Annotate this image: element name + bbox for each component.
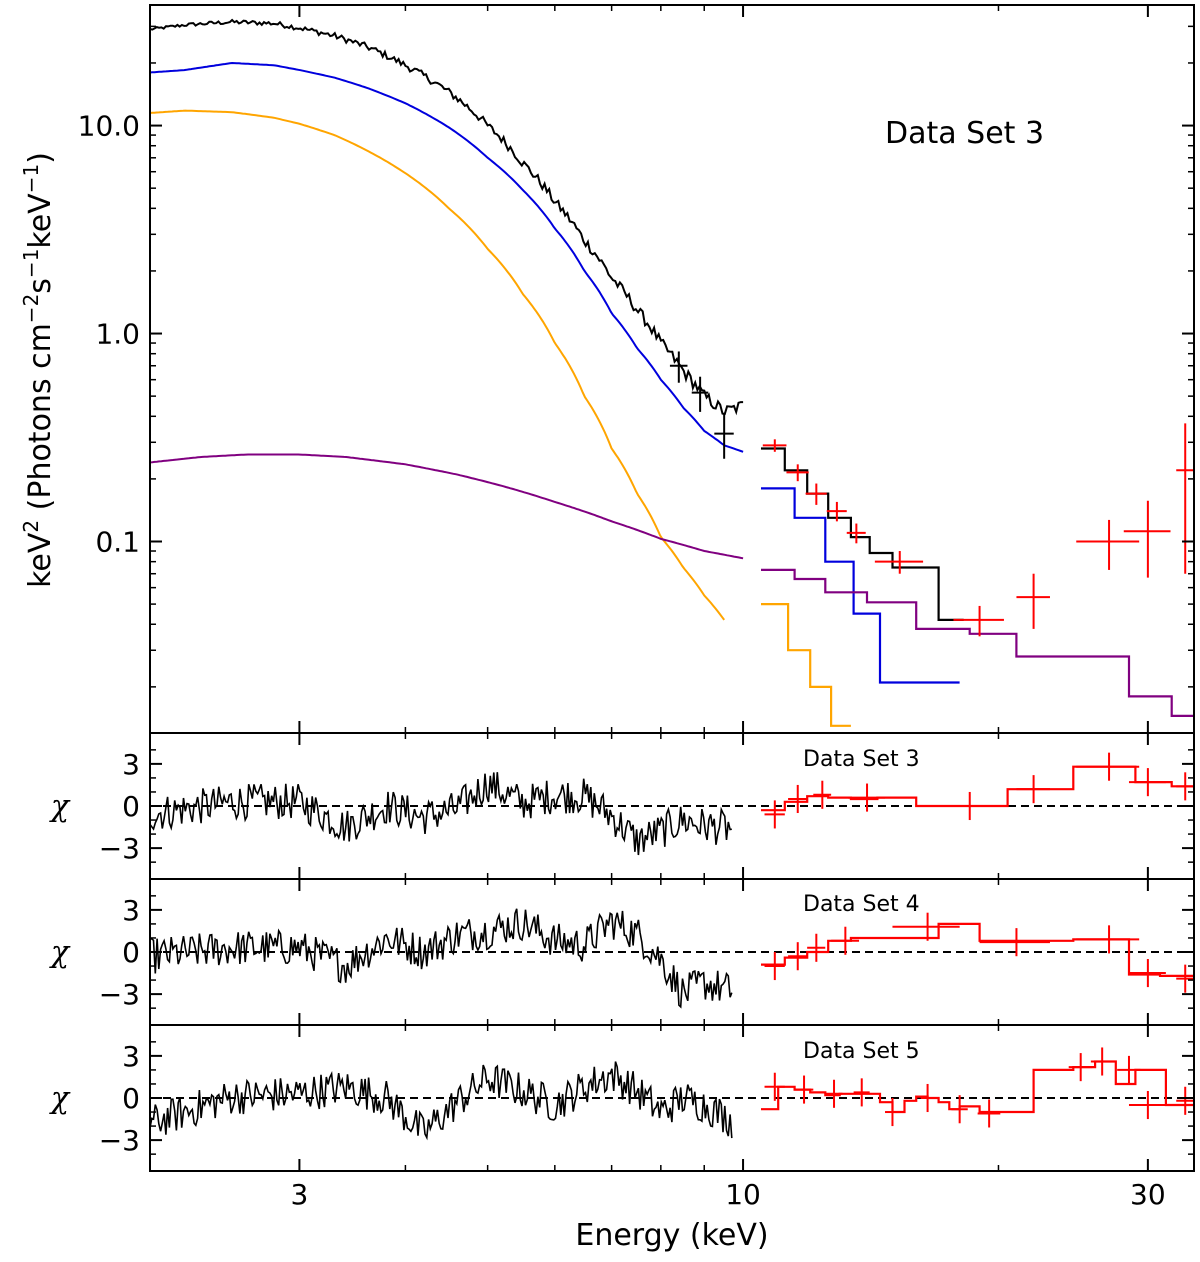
y-axis-title-spectrum: keV2 (Photons cm−2s−1keV−1) (19, 152, 58, 588)
ytick-label-3-0: −3 (99, 1124, 140, 1157)
xtick-label-0: 3 (290, 1178, 308, 1211)
y-axis-title-chi-4: χ (49, 935, 71, 970)
spectrum-series-5 (761, 603, 851, 727)
spectrum-series-1 (761, 447, 964, 621)
ytick-label-2-0: −3 (99, 978, 140, 1011)
black-residuals (150, 1061, 733, 1141)
ytick-label-0-2: 10.0 (78, 110, 140, 143)
spectrum-series-7 (761, 568, 1194, 717)
xtick-label-2: 30 (1130, 1178, 1166, 1211)
black-residuals (150, 908, 733, 1009)
spectrum-series-3 (761, 487, 960, 684)
red-residual-steps (761, 765, 1194, 812)
xtick-label-1: 10 (725, 1178, 761, 1211)
ytick-label-1-1: 0 (122, 790, 140, 823)
ytick-label-0-1: 1.0 (95, 318, 140, 351)
ytick-label-3-1: 0 (122, 1082, 140, 1115)
ytick-label-0-0: 0.1 (95, 526, 140, 559)
residual-panel-data-set-5 (150, 1047, 1194, 1141)
spectrum-panel (150, 18, 1194, 727)
x-axis-title: Energy (keV) (575, 1218, 768, 1253)
spectrum-series-0 (150, 18, 744, 416)
residual-panel-data-set-4 (150, 908, 1194, 1009)
black-residuals (150, 772, 732, 856)
ytick-label-2-1: 0 (122, 936, 140, 969)
ytick-label-3-2: 3 (122, 1040, 140, 1073)
tick-labels: 0.1 1.0 10.0 −3 0 3 −3 0 3 −3 0 3 3 10 30 (78, 110, 1166, 1211)
red-residual-steps (761, 922, 1194, 977)
spectrum-series-4 (150, 109, 726, 621)
y-axis-title-chi-3: χ (49, 789, 71, 824)
residual-panel-data-set-3 (150, 752, 1194, 856)
axes-ticks (149, 5, 1194, 1171)
axes-frames (149, 4, 1195, 1172)
residual-annotation-5: Data Set 5 (803, 1039, 920, 1064)
spectrum-annotation: Data Set 3 (885, 116, 1044, 151)
panel-frame-0 (149, 4, 1195, 734)
y-axis-title-chi-5: χ (49, 1081, 71, 1116)
residual-annotation-3: Data Set 3 (803, 747, 920, 772)
ytick-label-1-2: 3 (122, 748, 140, 781)
spectrum-series-6 (150, 453, 744, 560)
ytick-label-1-0: −3 (99, 832, 140, 865)
ytick-label-2-2: 3 (122, 894, 140, 927)
spectrum-series-2 (150, 61, 744, 453)
residual-annotation-4: Data Set 4 (803, 892, 920, 917)
